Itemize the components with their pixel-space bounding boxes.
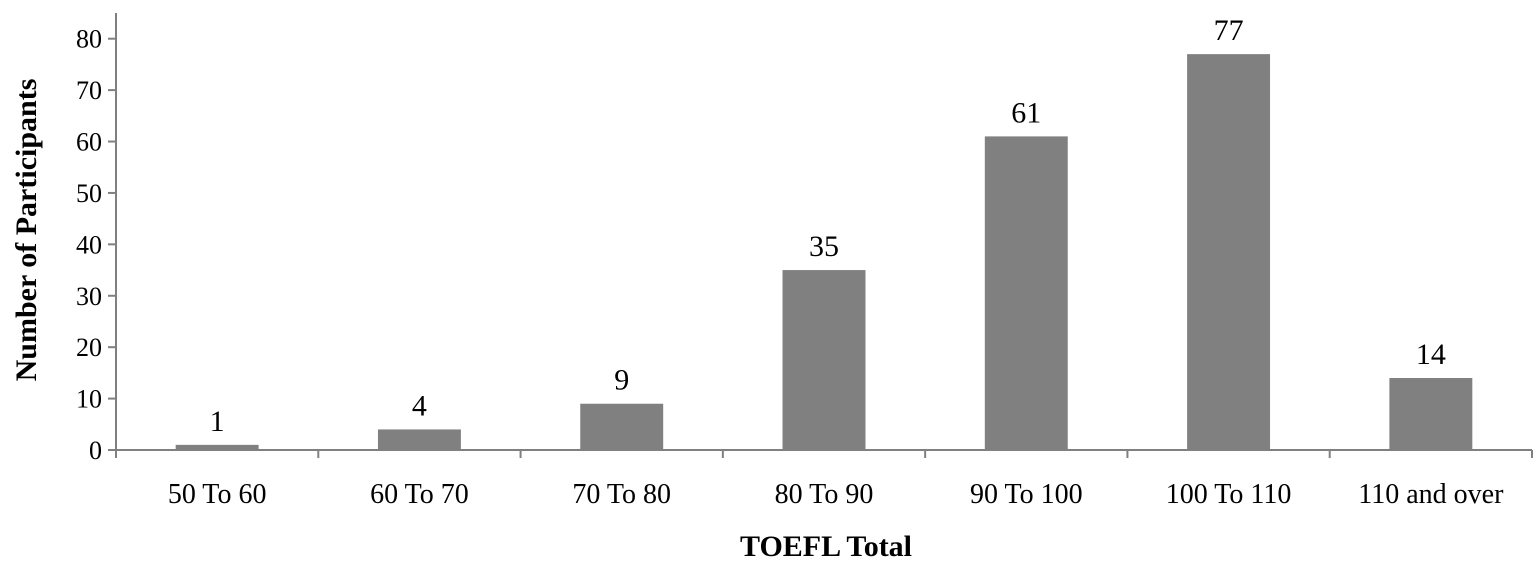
bar — [984, 136, 1068, 450]
bars-group — [175, 54, 1473, 450]
x-tick-label: 90 To 100 — [970, 479, 1083, 510]
bar — [175, 444, 259, 450]
data-label: 4 — [412, 389, 427, 422]
data-label: 61 — [1011, 96, 1041, 129]
x-tick-label: 100 To 110 — [1166, 479, 1292, 510]
x-tick-label: 60 To 70 — [370, 479, 469, 510]
bar — [377, 429, 461, 450]
y-tick-label: 10 — [76, 385, 102, 414]
y-tick-label: 50 — [76, 179, 102, 208]
bar — [1389, 378, 1473, 450]
y-tick-label: 40 — [76, 230, 102, 259]
y-axis-title: Number of Participants — [10, 79, 43, 382]
y-tick-label: 0 — [89, 436, 102, 465]
data-label: 1 — [210, 405, 225, 438]
y-tick-label: 20 — [76, 333, 102, 362]
data-label: 9 — [614, 364, 629, 397]
y-axis: 0 10 20 30 40 50 60 70 80 — [76, 13, 117, 465]
y-tick-label: 80 — [76, 25, 102, 54]
data-label: 35 — [809, 230, 839, 263]
x-tick-label: 80 To 90 — [775, 479, 874, 510]
x-tick-label: 70 To 80 — [572, 479, 671, 510]
x-tick-label: 110 and over — [1358, 479, 1504, 510]
bar — [580, 403, 664, 450]
x-tick-label: 50 To 60 — [168, 479, 267, 510]
bar — [782, 270, 866, 450]
data-label: 77 — [1214, 14, 1244, 47]
x-axis: 50 To 60 60 To 70 70 To 80 80 To 90 90 To 10… — [115, 449, 1533, 510]
x-axis-title: TOEFL Total — [740, 530, 912, 563]
y-tick-label: 70 — [76, 76, 102, 105]
y-tick-label: 30 — [76, 282, 102, 311]
y-tick-label: 60 — [76, 128, 102, 157]
bar — [1187, 54, 1271, 450]
data-label: 14 — [1416, 338, 1446, 371]
